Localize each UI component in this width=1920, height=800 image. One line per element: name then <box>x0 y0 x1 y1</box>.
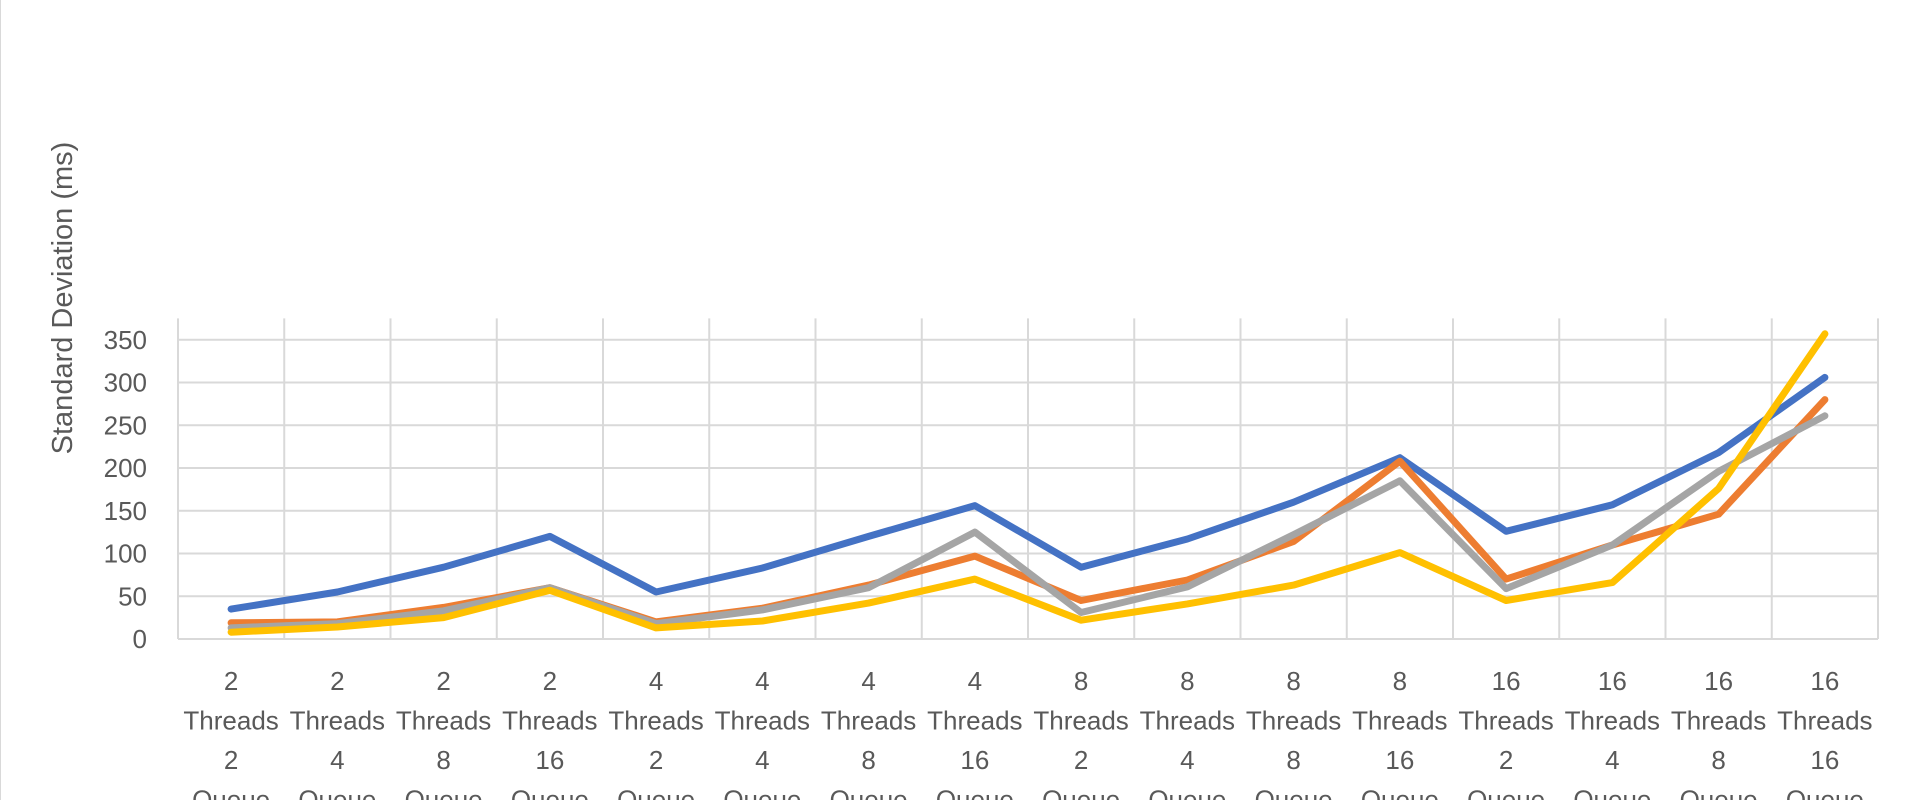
x-tick-label: 16 Threads 8 Queue <box>1671 666 1766 800</box>
y-tick-label: 100 <box>104 539 147 569</box>
y-tick-label: 300 <box>104 368 147 398</box>
y-axis-tick-labels: 0 50 100 150 200 250 300 350 <box>104 325 147 654</box>
series-lines <box>227 330 1829 636</box>
x-tick-label: 8 Threads 2 Queue <box>1033 666 1128 800</box>
x-tick-label: 8 Threads 4 Queue <box>1140 666 1235 800</box>
y-tick-label: 200 <box>104 453 147 483</box>
x-tick-label: 16 Threads 4 Queue <box>1565 666 1660 800</box>
gridlines <box>0 0 1879 800</box>
y-axis-title: Standard Deviation (ms) <box>47 142 79 455</box>
series-line-4 <box>227 330 1829 636</box>
x-tick-label: 16 Threads 16 Queue <box>1777 666 1872 800</box>
y-tick-label: 0 <box>133 624 147 654</box>
x-tick-label: 4 Threads 2 Queue <box>608 666 703 800</box>
y-tick-label: 50 <box>118 581 147 611</box>
x-tick-label: 8 Threads 8 Queue <box>1246 666 1341 800</box>
x-tick-label: 4 Threads 8 Queue <box>821 666 916 800</box>
y-tick-label: 250 <box>104 410 147 440</box>
x-tick-label: 2 Threads 2 Queue <box>183 666 278 800</box>
x-tick-label: 2 Threads 8 Queue <box>396 666 491 800</box>
x-tick-label: 2 Threads 4 Queue <box>290 666 385 800</box>
x-tick-label: 2 Threads 16 Queue <box>502 666 597 800</box>
series-line-1 <box>227 373 1829 613</box>
x-tick-label: 16 Threads 2 Queue <box>1458 666 1553 800</box>
x-tick-label: 4 Threads 16 Queue <box>927 666 1022 800</box>
x-tick-label: 4 Threads 4 Queue <box>715 666 810 800</box>
y-tick-label: 350 <box>104 325 147 355</box>
series-line-3 <box>227 412 1829 632</box>
x-tick-label: 8 Threads 16 Queue <box>1352 666 1447 800</box>
y-tick-label: 150 <box>104 496 147 526</box>
